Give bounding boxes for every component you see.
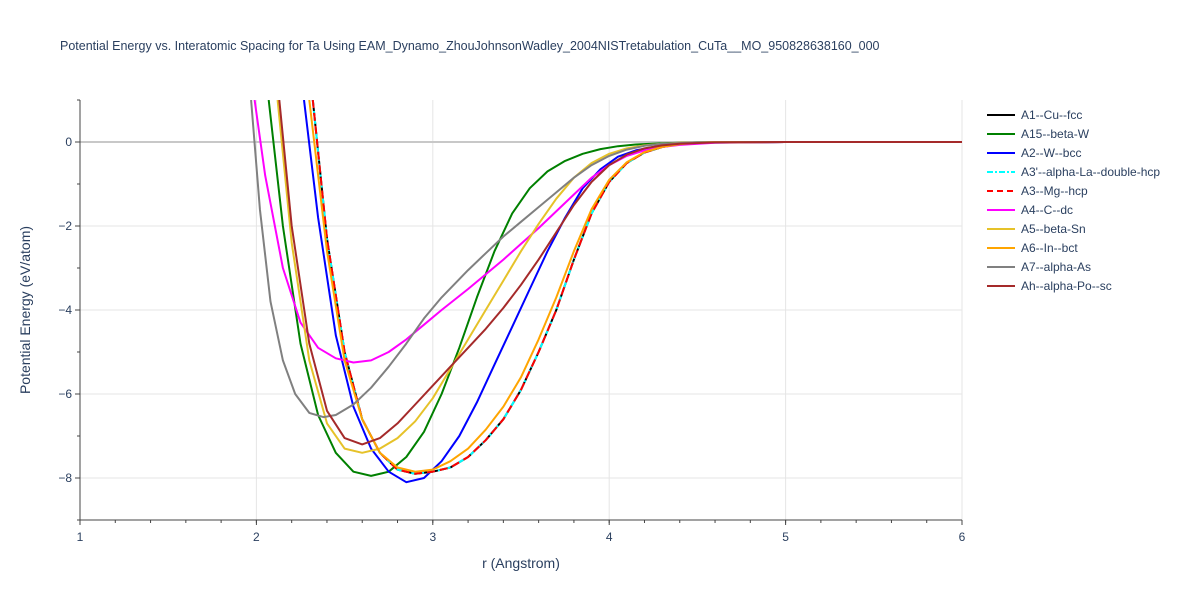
series-group bbox=[250, 100, 962, 484]
legend-label-0[interactable]: A1--Cu--fcc bbox=[1021, 108, 1082, 122]
series-line-5 bbox=[253, 100, 962, 364]
y-tick-labels: −8 −6 −4 −2 0 bbox=[58, 135, 72, 485]
legend-label-3[interactable]: A3'--alpha-La--double-hcp bbox=[1021, 165, 1160, 179]
legend-label-5[interactable]: A4--C--dc bbox=[1021, 203, 1073, 217]
chart-title: Potential Energy vs. Interatomic Spacing… bbox=[60, 39, 880, 53]
x-tick-label: 6 bbox=[959, 530, 966, 544]
legend-label-7[interactable]: A6--In--bct bbox=[1021, 241, 1078, 255]
y-tick-label: 0 bbox=[65, 135, 72, 149]
x-tick-label: 1 bbox=[77, 530, 84, 544]
series-line-7 bbox=[308, 100, 962, 473]
x-tick-label: 3 bbox=[429, 530, 436, 544]
legend-label-8[interactable]: A7--alpha-As bbox=[1021, 260, 1091, 274]
y-tick-label: −6 bbox=[58, 387, 72, 401]
y-axis-title: Potential Energy (eV/atom) bbox=[17, 226, 33, 394]
legend: A1--Cu--fcc A15--beta-W A2--W--bcc A3'--alp… bbox=[987, 108, 1160, 293]
x-tick-label: 5 bbox=[782, 530, 789, 544]
legend-label-4[interactable]: A3--Mg--hcp bbox=[1021, 184, 1088, 198]
series-line-2 bbox=[303, 100, 962, 484]
axes bbox=[75, 99, 963, 525]
x-tick-labels: 1 2 3 4 5 6 bbox=[77, 530, 966, 544]
y-tick-label: −2 bbox=[58, 219, 72, 233]
y-tick-label: −8 bbox=[58, 471, 72, 485]
legend-label-1[interactable]: A15--beta-W bbox=[1021, 127, 1090, 141]
series-line-1 bbox=[267, 100, 962, 477]
legend-label-6[interactable]: A5--beta-Sn bbox=[1021, 222, 1086, 236]
series-line-9 bbox=[278, 100, 962, 446]
grid bbox=[80, 100, 963, 520]
legend-label-2[interactable]: A2--W--bcc bbox=[1021, 146, 1081, 160]
legend-label-9[interactable]: Ah--alpha-Po--sc bbox=[1021, 279, 1112, 293]
x-axis-title: r (Angstrom) bbox=[482, 555, 560, 571]
series-line-8 bbox=[250, 100, 962, 419]
x-tick-label: 2 bbox=[253, 530, 260, 544]
y-tick-label: −4 bbox=[58, 303, 72, 317]
x-tick-label: 4 bbox=[606, 530, 613, 544]
